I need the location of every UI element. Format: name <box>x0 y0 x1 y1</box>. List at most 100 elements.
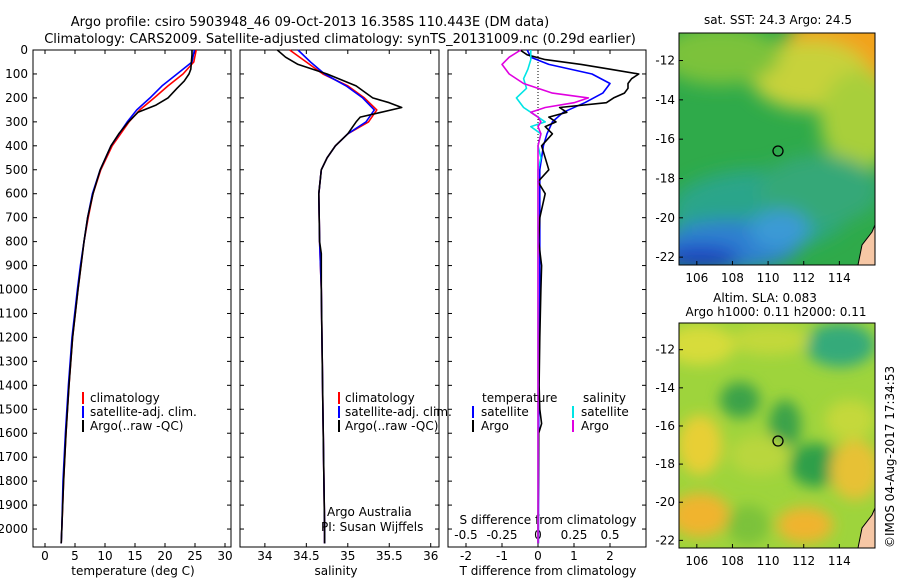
panel-tick-marks <box>33 49 646 547</box>
x-tick-label: 0 <box>41 549 49 563</box>
salinity-x-label: salinity <box>314 564 357 578</box>
depth-tick-label: 1200 <box>0 330 28 344</box>
x-tick-label: 2 <box>606 549 614 563</box>
depth-tick-label: 1300 <box>0 354 28 368</box>
depth-tick-label: 100 <box>5 67 28 81</box>
sst-argo-position-marker <box>772 145 784 157</box>
difference-x2-label: S difference from climatology <box>460 513 637 527</box>
lon-tick-label: 112 <box>792 554 815 568</box>
credit-org: Argo Australia <box>327 505 412 519</box>
salinity-x-ticks: 34 34.5 35 35.5 36 <box>257 549 438 563</box>
sla-argo-position-marker <box>772 435 784 447</box>
x2-tick-label: 0.25 <box>561 528 588 542</box>
depth-axis: 0 100 200 300 400 500 600 700 800 900 1000 1100 1200… <box>0 43 28 536</box>
depth-tick-label: 0 <box>20 43 28 57</box>
legend-s-argo: Argo <box>581 419 609 433</box>
legend-temperature-heading: temperature <box>482 391 557 405</box>
difference-panel-frame <box>447 49 647 548</box>
header-line-2: Climatology: CARS2009. Satellite-adjuste… <box>44 32 636 47</box>
depth-tick-label: 400 <box>5 139 28 153</box>
x-tick-label: 1 <box>570 549 578 563</box>
temperature-series <box>60 49 197 544</box>
series-line-satellite-adj-clim- <box>297 49 376 544</box>
series-line-climatology <box>60 49 197 544</box>
legend-salinity-heading: salinity <box>583 391 626 405</box>
depth-tick-label: 1500 <box>0 402 28 416</box>
x-tick-label: 20 <box>157 549 172 563</box>
lat-tick-label: -14 <box>655 93 675 107</box>
difference-legend: temperature salinity satellite Argo sate… <box>472 391 629 433</box>
depth-tick-label: 1400 <box>0 378 28 392</box>
lon-tick-label: 110 <box>757 554 780 568</box>
sla-map-title-2: Argo h1000: 0.11 h2000: 0.11 <box>686 305 867 319</box>
series-line-temperature-satellite <box>526 49 611 544</box>
depth-tick-label: 1100 <box>0 306 28 320</box>
x-tick-label: 35.5 <box>376 549 403 563</box>
depth-tick-label: 800 <box>5 235 28 249</box>
x2-tick-label: -0.5 <box>454 528 477 542</box>
depth-tick-label: 1800 <box>0 474 28 488</box>
x-tick-label: 25 <box>187 549 202 563</box>
imos-timestamp: ©IMOS 04-Aug-2017 17:34:53 <box>883 366 897 548</box>
sla-lon-ticks: 106 108 110 112 114 <box>685 544 851 568</box>
legend-satellite-adj: satellite-adj. clim. <box>90 405 197 419</box>
lon-tick-label: 106 <box>685 554 708 568</box>
salinity-series <box>276 49 403 544</box>
lat-tick-label: -20 <box>655 495 675 509</box>
depth-tick-label: 300 <box>5 115 28 129</box>
difference-x-ticks: -2 -1 0 1 2 <box>460 549 614 563</box>
x2-tick-label: 0.5 <box>600 528 619 542</box>
salinity-legend: climatology satellite-adj. clim. Argo(..… <box>338 391 452 433</box>
temperature-legend: climatology satellite-adj. clim. Argo(..… <box>82 391 197 433</box>
x-tick-label: 0 <box>534 549 542 563</box>
credit-pi: PI: Susan Wijffels <box>321 520 423 534</box>
sst-map-title: sat. SST: 24.3 Argo: 24.5 <box>704 13 852 27</box>
difference-series <box>501 49 640 544</box>
sla-map <box>678 322 876 549</box>
lat-tick-label: -22 <box>655 250 675 264</box>
depth-tick-label: 1000 <box>0 283 28 297</box>
lon-tick-label: 114 <box>828 554 851 568</box>
lon-tick-label: 110 <box>757 271 780 285</box>
series-line-temperature-argo <box>519 49 640 544</box>
x-tick-label: 35 <box>340 549 355 563</box>
sst-lat-ticks: -12 -14 -16 -18 -20 -22 <box>655 54 683 264</box>
lon-tick-label: 112 <box>792 271 815 285</box>
depth-tick-label: 1600 <box>0 426 28 440</box>
temperature-x-ticks: 0 5 10 15 20 25 30 <box>41 549 232 563</box>
lon-tick-label: 108 <box>721 554 744 568</box>
temperature-x-label: temperature (deg C) <box>71 564 194 578</box>
lon-tick-label: 108 <box>721 271 744 285</box>
lat-tick-label: -22 <box>655 533 675 547</box>
depth-tick-label: 1700 <box>0 450 28 464</box>
x-tick-label: 34.5 <box>293 549 320 563</box>
depth-tick-label: 600 <box>5 187 28 201</box>
difference-x-label: T difference from climatology <box>459 564 637 578</box>
x2-tick-label: -0.25 <box>486 528 517 542</box>
series-line-argo-raw-qc- <box>276 49 403 544</box>
x-tick-label: 30 <box>217 549 232 563</box>
temperature-panel-frame <box>32 49 232 548</box>
header-line-1: Argo profile: csiro 5903948_46 09-Oct-20… <box>71 15 549 30</box>
sla-map-frame <box>678 322 876 549</box>
lat-tick-label: -16 <box>655 132 675 146</box>
lat-tick-label: -12 <box>655 54 675 68</box>
series-line-salinity-argo <box>501 49 590 544</box>
legend-satellite-adj: satellite-adj. clim. <box>345 405 452 419</box>
salinity-panel-frame <box>239 49 440 548</box>
depth-tick-label: 500 <box>5 163 28 177</box>
lon-tick-label: 106 <box>685 271 708 285</box>
lon-tick-label: 114 <box>828 271 851 285</box>
depth-tick-label: 700 <box>5 211 28 225</box>
legend-argo-raw: Argo(..raw -QC) <box>345 419 438 433</box>
x-tick-label: 15 <box>127 549 142 563</box>
depth-tick-label: 2000 <box>0 522 28 536</box>
legend-climatology: climatology <box>90 391 160 405</box>
x-tick-label: 36 <box>423 549 438 563</box>
x-tick-label: -1 <box>496 549 508 563</box>
sla-map-title-1: Altim. SLA: 0.083 <box>713 291 817 305</box>
depth-tick-label: 1900 <box>0 498 28 512</box>
x-tick-label: 34 <box>257 549 272 563</box>
legend-argo-raw: Argo(..raw -QC) <box>90 419 183 433</box>
